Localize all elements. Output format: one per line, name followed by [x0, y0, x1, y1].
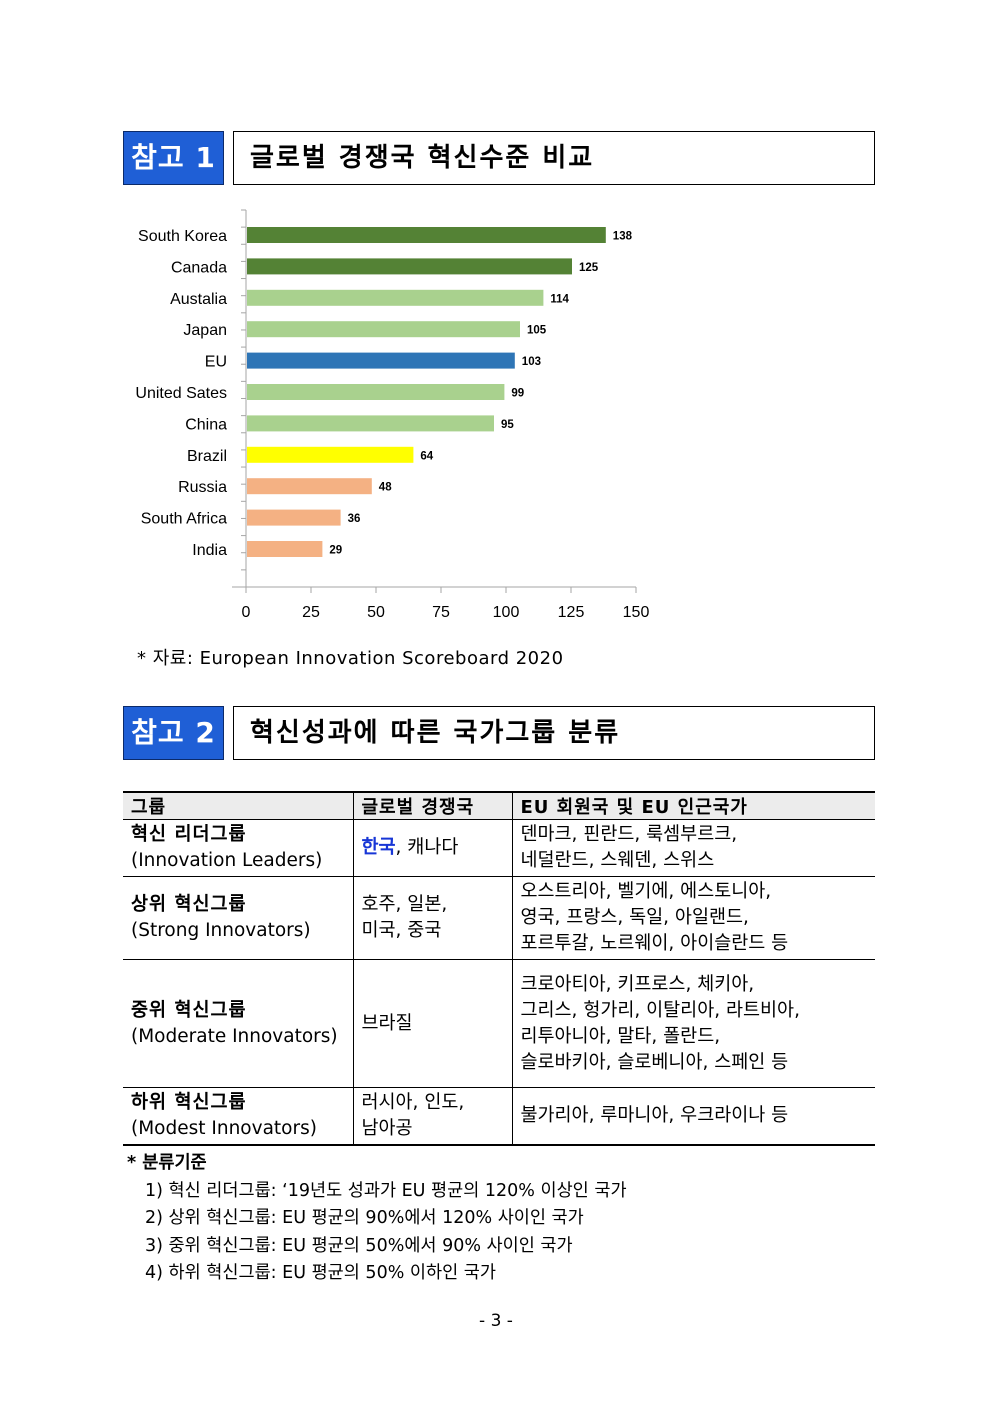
eu-cell: 불가리아, 루마니아, 우크라이나 등: [511, 1087, 875, 1146]
eu-line: 리투아니아, 말타, 폴란드,: [520, 1025, 721, 1047]
section1-badge: 참고 1: [123, 131, 224, 185]
group-table-wrapper: 그룹 글로벌 경쟁국 EU 회원국 및 EU 인근국가 혁신 리더그룹 (Inn…: [123, 791, 875, 1146]
bar: [247, 415, 494, 432]
x-tick-label: 125: [558, 604, 585, 621]
data-label: 114: [550, 293, 569, 305]
category-label: Japan: [183, 322, 227, 339]
data-label: 125: [579, 262, 599, 274]
eu-cell: 덴마크, 핀란드, 룩셈부르크, 네덜란드, 스웨덴, 스위스: [511, 819, 875, 877]
group-cell: 혁신 리더그룹 (Innovation Leaders): [123, 819, 353, 877]
table-header-row: 그룹 글로벌 경쟁국 EU 회원국 및 EU 인근국가: [123, 791, 875, 820]
group-name-ko: 상위 혁신그룹: [131, 894, 247, 915]
data-label: 105: [527, 325, 547, 337]
section1-header: 참고 1 글로벌 경쟁국 혁신수준 비교: [123, 131, 875, 185]
note-item: 1) 혁신 리더그룹: ‘19년도 성과가 EU 평균의 120% 이상인 국가: [145, 1180, 627, 1201]
note-item: 3) 중위 혁신그룹: EU 평균의 50%에서 90% 사이인 국가: [145, 1235, 573, 1256]
group-name-ko: 하위 혁신그룹: [131, 1092, 247, 1113]
header-eu: EU 회원국 및 EU 인근국가: [511, 791, 875, 820]
header-global: 글로벌 경쟁국: [352, 791, 512, 820]
category-label: South Korea: [138, 228, 227, 245]
bar: [247, 258, 572, 275]
category-label: Russia: [178, 479, 227, 496]
global-cell: 브라질: [352, 959, 512, 1088]
group-name-en: (Strong Innovators): [131, 920, 311, 941]
table-row: 상위 혁신그룹 (Strong Innovators) 호주, 일본, 미국, …: [123, 876, 875, 960]
section2-badge: 참고 2: [123, 706, 224, 760]
category-label: Brazil: [187, 448, 227, 465]
category-label: Canada: [171, 259, 227, 276]
bar: [247, 352, 515, 369]
bar: [247, 384, 505, 400]
global-cell: 한국, 캐나다: [352, 819, 512, 877]
group-name-ko: 중위 혁신그룹: [131, 999, 247, 1021]
x-tick-label: 75: [432, 604, 450, 621]
group-name-ko: 혁신 리더그룹: [131, 824, 247, 845]
bar: [247, 289, 544, 306]
group-name-en: (Modest Innovators): [131, 1118, 317, 1139]
chart-source: * 자료: European Innovation Scoreboard 202…: [137, 648, 564, 669]
x-tick-label: 100: [493, 604, 520, 621]
bar: [247, 541, 323, 557]
category-label: South Africa: [141, 511, 227, 528]
eu-line: 영국, 프랑스, 독일, 아일랜드,: [520, 907, 749, 928]
data-label: 103: [522, 356, 541, 368]
table-row: 하위 혁신그룹 (Modest Innovators) 러시아, 인도, 남아공…: [123, 1087, 875, 1146]
global-countries: , 캐나다: [395, 837, 459, 858]
bar: [247, 509, 341, 526]
group-name-en: (Innovation Leaders): [131, 850, 323, 871]
x-tick-label: 50: [367, 604, 385, 621]
category-label: China: [185, 416, 227, 433]
group-cell: 하위 혁신그룹 (Modest Innovators): [123, 1087, 353, 1146]
eu-line: 크로아티아, 키프로스, 체키아,: [520, 973, 755, 995]
data-label: 36: [348, 513, 361, 525]
data-label: 48: [379, 482, 392, 494]
data-label: 95: [501, 419, 514, 431]
x-tick-label: 0: [242, 604, 251, 621]
notes-title: * 분류기준: [127, 1153, 207, 1173]
category-label: EU: [205, 354, 227, 371]
global-cell: 호주, 일본, 미국, 중국: [352, 876, 512, 960]
bar: [247, 227, 606, 243]
eu-line: 그리스, 헝가리, 이탈리아, 라트비아,: [520, 999, 800, 1021]
section2-header: 참고 2 혁신성과에 따른 국가그룹 분류: [123, 706, 875, 760]
data-label: 29: [329, 545, 342, 557]
eu-line: 슬로바키아, 슬로베니아, 스페인 등: [520, 1051, 789, 1073]
eu-line: 네덜란드, 스웨덴, 스위스: [520, 850, 715, 871]
x-tick-label: 150: [623, 604, 650, 621]
highlight-korea: 한국: [361, 837, 396, 858]
innovation-bar-chart: 0 25 50 75 100 125 150 South Korea 138 Canada 125 A…: [135, 209, 650, 621]
category-label: India: [192, 542, 227, 559]
note-item: 4) 하위 혁신그룹: EU 평균의 50% 이하인 국가: [145, 1263, 496, 1283]
bar: [247, 446, 414, 463]
group-cell: 상위 혁신그룹 (Strong Innovators): [123, 876, 353, 960]
table-row: 혁신 리더그룹 (Innovation Leaders) 한국, 캐나다 덴마크…: [123, 819, 875, 877]
data-label: 64: [420, 450, 433, 462]
classification-notes: * 분류기준 1) 혁신 리더그룹: ‘19년도 성과가 EU 평균의 120%…: [127, 1150, 627, 1288]
data-label: 138: [613, 231, 633, 243]
bar: [247, 478, 372, 495]
eu-cell: 크로아티아, 키프로스, 체키아, 그리스, 헝가리, 이탈리아, 라트비아, …: [511, 959, 875, 1088]
header-group: 그룹: [123, 791, 353, 820]
note-item: 2) 상위 혁신그룹: EU 평균의 90%에서 120% 사이인 국가: [145, 1208, 584, 1228]
data-label: 99: [511, 388, 524, 400]
global-cell: 러시아, 인도, 남아공: [352, 1087, 512, 1146]
group-name-en: (Moderate Innovators): [131, 1025, 338, 1047]
eu-line: 포르투갈, 노르웨이, 아이슬란드 등: [520, 933, 789, 954]
category-label: United Sates: [135, 385, 227, 402]
eu-cell: 오스트리아, 벨기에, 에스토니아, 영국, 프랑스, 독일, 아일랜드, 포르…: [511, 876, 875, 960]
eu-line: 불가리아, 루마니아, 우크라이나 등: [520, 1105, 789, 1126]
group-table: 그룹 글로벌 경쟁국 EU 회원국 및 EU 인근국가 혁신 리더그룹 (Inn…: [123, 791, 875, 1146]
eu-line: 덴마크, 핀란드, 룩셈부르크,: [520, 824, 738, 845]
bar: [247, 321, 520, 338]
eu-line: 오스트리아, 벨기에, 에스토니아,: [520, 881, 772, 902]
page-number: - 3 -: [479, 1311, 513, 1331]
section2-title: 혁신성과에 따른 국가그룹 분류: [233, 706, 875, 760]
group-cell: 중위 혁신그룹 (Moderate Innovators): [123, 959, 353, 1088]
section1-title: 글로벌 경쟁국 혁신수준 비교: [233, 131, 875, 185]
table-row: 중위 혁신그룹 (Moderate Innovators) 브라질 크로아티아,…: [123, 959, 875, 1088]
category-label: Austalia: [170, 291, 227, 308]
x-tick-label: 25: [302, 604, 320, 621]
